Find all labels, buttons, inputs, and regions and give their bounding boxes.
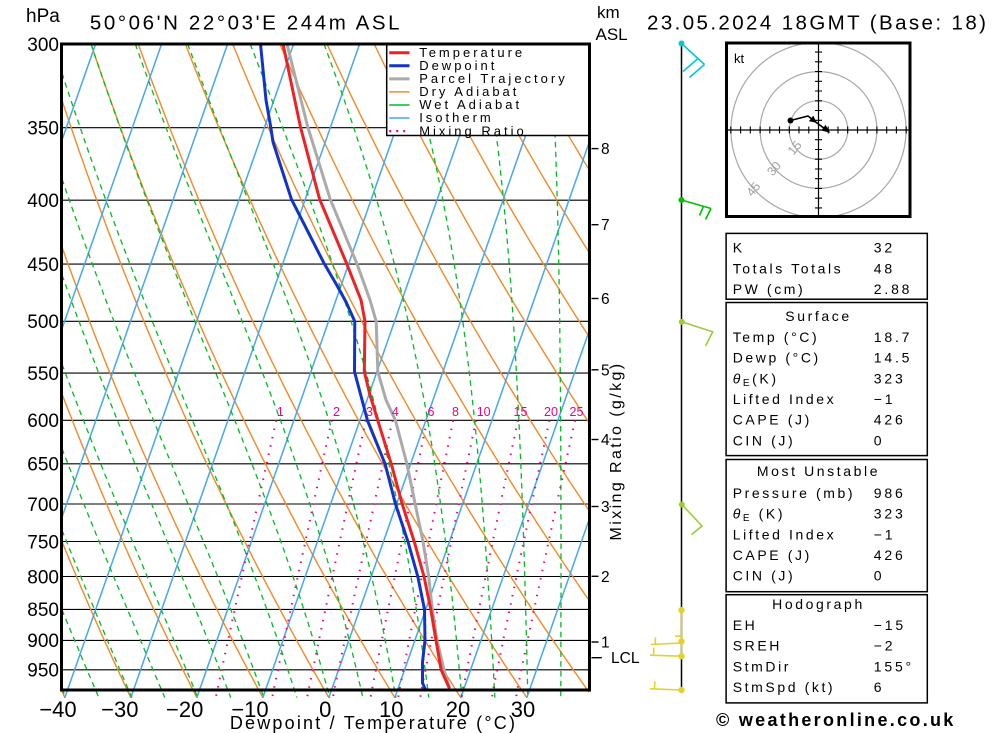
svg-text:K: K: [733, 240, 745, 256]
svg-text:Mixing Ratio (g/kg): Mixing Ratio (g/kg): [608, 362, 625, 541]
svg-text:−1: −1: [874, 526, 896, 542]
svg-text:2: 2: [333, 405, 340, 419]
svg-text:20: 20: [544, 405, 558, 419]
svg-text:20: 20: [446, 697, 470, 722]
svg-text:950: 950: [27, 661, 59, 682]
svg-text:800: 800: [27, 567, 59, 588]
svg-text:CAPE (J): CAPE (J): [733, 547, 812, 563]
svg-text:650: 650: [27, 455, 59, 476]
svg-text:−10: −10: [231, 697, 268, 722]
svg-text:km: km: [597, 3, 620, 22]
svg-text:StmDir: StmDir: [733, 658, 791, 674]
svg-text:CIN (J): CIN (J): [733, 432, 796, 448]
svg-text:−1: −1: [874, 391, 896, 407]
svg-text:1: 1: [277, 405, 284, 419]
svg-text:14.5: 14.5: [874, 350, 912, 366]
svg-text:hPa: hPa: [26, 6, 60, 27]
svg-text:θE (K): θE (K): [733, 506, 785, 525]
svg-text:© weatheronline.co.uk: © weatheronline.co.uk: [716, 710, 956, 730]
svg-text:3: 3: [366, 405, 373, 419]
svg-text:10: 10: [477, 405, 491, 419]
svg-text:2: 2: [601, 569, 610, 586]
svg-text:−15: −15: [874, 617, 906, 633]
svg-text:EH: EH: [733, 617, 758, 633]
svg-text:Dewp (°C): Dewp (°C): [733, 350, 821, 366]
svg-text:1: 1: [601, 635, 610, 652]
svg-text:Lifted Index: Lifted Index: [733, 526, 837, 542]
svg-text:Lifted Index: Lifted Index: [733, 391, 837, 407]
svg-text:Hodograph: Hodograph: [772, 596, 865, 612]
svg-text:Surface: Surface: [785, 308, 851, 324]
svg-text:kt: kt: [734, 51, 745, 66]
svg-text:0: 0: [874, 432, 885, 448]
svg-text:Dewpoint / Temperature (°C): Dewpoint / Temperature (°C): [230, 713, 517, 733]
svg-text:8: 8: [452, 405, 459, 419]
svg-text:7: 7: [601, 217, 610, 234]
svg-text:8: 8: [601, 141, 610, 158]
svg-text:−2: −2: [874, 638, 896, 654]
svg-text:Pressure (mb): Pressure (mb): [733, 485, 855, 501]
svg-text:400: 400: [27, 191, 59, 212]
svg-text:3: 3: [601, 499, 610, 516]
svg-text:23.05.2024 18GMT (Base: 18): 23.05.2024 18GMT (Base: 18): [647, 12, 988, 35]
svg-text:5: 5: [601, 362, 610, 379]
svg-text:6: 6: [874, 679, 885, 695]
svg-text:45: 45: [744, 179, 764, 199]
svg-text:850: 850: [27, 600, 59, 621]
svg-text:Most Unstable: Most Unstable: [757, 463, 880, 479]
svg-text:Dry Adiabat: Dry Adiabat: [419, 84, 519, 99]
svg-text:0: 0: [874, 568, 885, 584]
svg-text:426: 426: [874, 412, 906, 428]
svg-text:Mixing Ratio: Mixing Ratio: [419, 123, 527, 138]
svg-text:6: 6: [601, 291, 610, 308]
svg-text:426: 426: [874, 547, 906, 563]
svg-text:4: 4: [601, 432, 610, 449]
svg-text:2.88: 2.88: [874, 281, 912, 297]
svg-text:986: 986: [874, 485, 906, 501]
svg-text:−20: −20: [166, 697, 203, 722]
svg-text:SREH: SREH: [733, 638, 782, 654]
svg-text:Parcel Trajectory: Parcel Trajectory: [419, 71, 568, 86]
svg-text:550: 550: [27, 364, 59, 385]
svg-text:4: 4: [392, 405, 399, 419]
svg-text:0: 0: [319, 697, 331, 722]
svg-text:−40: −40: [39, 697, 76, 722]
svg-text:500: 500: [27, 312, 59, 333]
svg-text:600: 600: [27, 411, 59, 432]
svg-text:CAPE (J): CAPE (J): [733, 412, 812, 428]
svg-text:900: 900: [27, 631, 59, 652]
svg-text:15: 15: [785, 138, 805, 158]
svg-text:30: 30: [511, 697, 535, 722]
svg-text:6: 6: [428, 405, 435, 419]
svg-text:450: 450: [27, 255, 59, 276]
svg-text:323: 323: [874, 506, 906, 522]
svg-text:θE(K): θE(K): [733, 370, 779, 389]
svg-text:Isotherm: Isotherm: [419, 110, 494, 125]
svg-text:25: 25: [570, 405, 584, 419]
svg-text:48: 48: [874, 260, 895, 276]
svg-text:Totals Totals: Totals Totals: [733, 260, 844, 276]
svg-text:700: 700: [27, 495, 59, 516]
svg-text:StmSpd (kt): StmSpd (kt): [733, 679, 836, 695]
svg-text:Temp (°C): Temp (°C): [733, 329, 820, 345]
svg-text:18.7: 18.7: [874, 329, 912, 345]
svg-text:PW (cm): PW (cm): [733, 281, 806, 297]
svg-text:LCL: LCL: [611, 650, 640, 667]
svg-text:Temperature: Temperature: [419, 45, 525, 60]
svg-text:300: 300: [27, 35, 59, 56]
svg-text:−30: −30: [101, 697, 138, 722]
svg-text:350: 350: [27, 119, 59, 140]
svg-text:323: 323: [874, 370, 906, 386]
svg-text:32: 32: [874, 240, 895, 256]
svg-text:155°: 155°: [874, 658, 914, 674]
svg-text:750: 750: [27, 532, 59, 553]
svg-text:CIN (J): CIN (J): [733, 568, 796, 584]
svg-text:10: 10: [379, 697, 403, 722]
svg-text:50°06ʹN 22°03ʹE 244m ASL: 50°06ʹN 22°03ʹE 244m ASL: [90, 12, 402, 35]
svg-text:Wet Adiabat: Wet Adiabat: [419, 97, 522, 112]
svg-text:ASL: ASL: [596, 25, 628, 44]
svg-text:Dewpoint: Dewpoint: [419, 58, 497, 73]
svg-text:15: 15: [514, 405, 528, 419]
